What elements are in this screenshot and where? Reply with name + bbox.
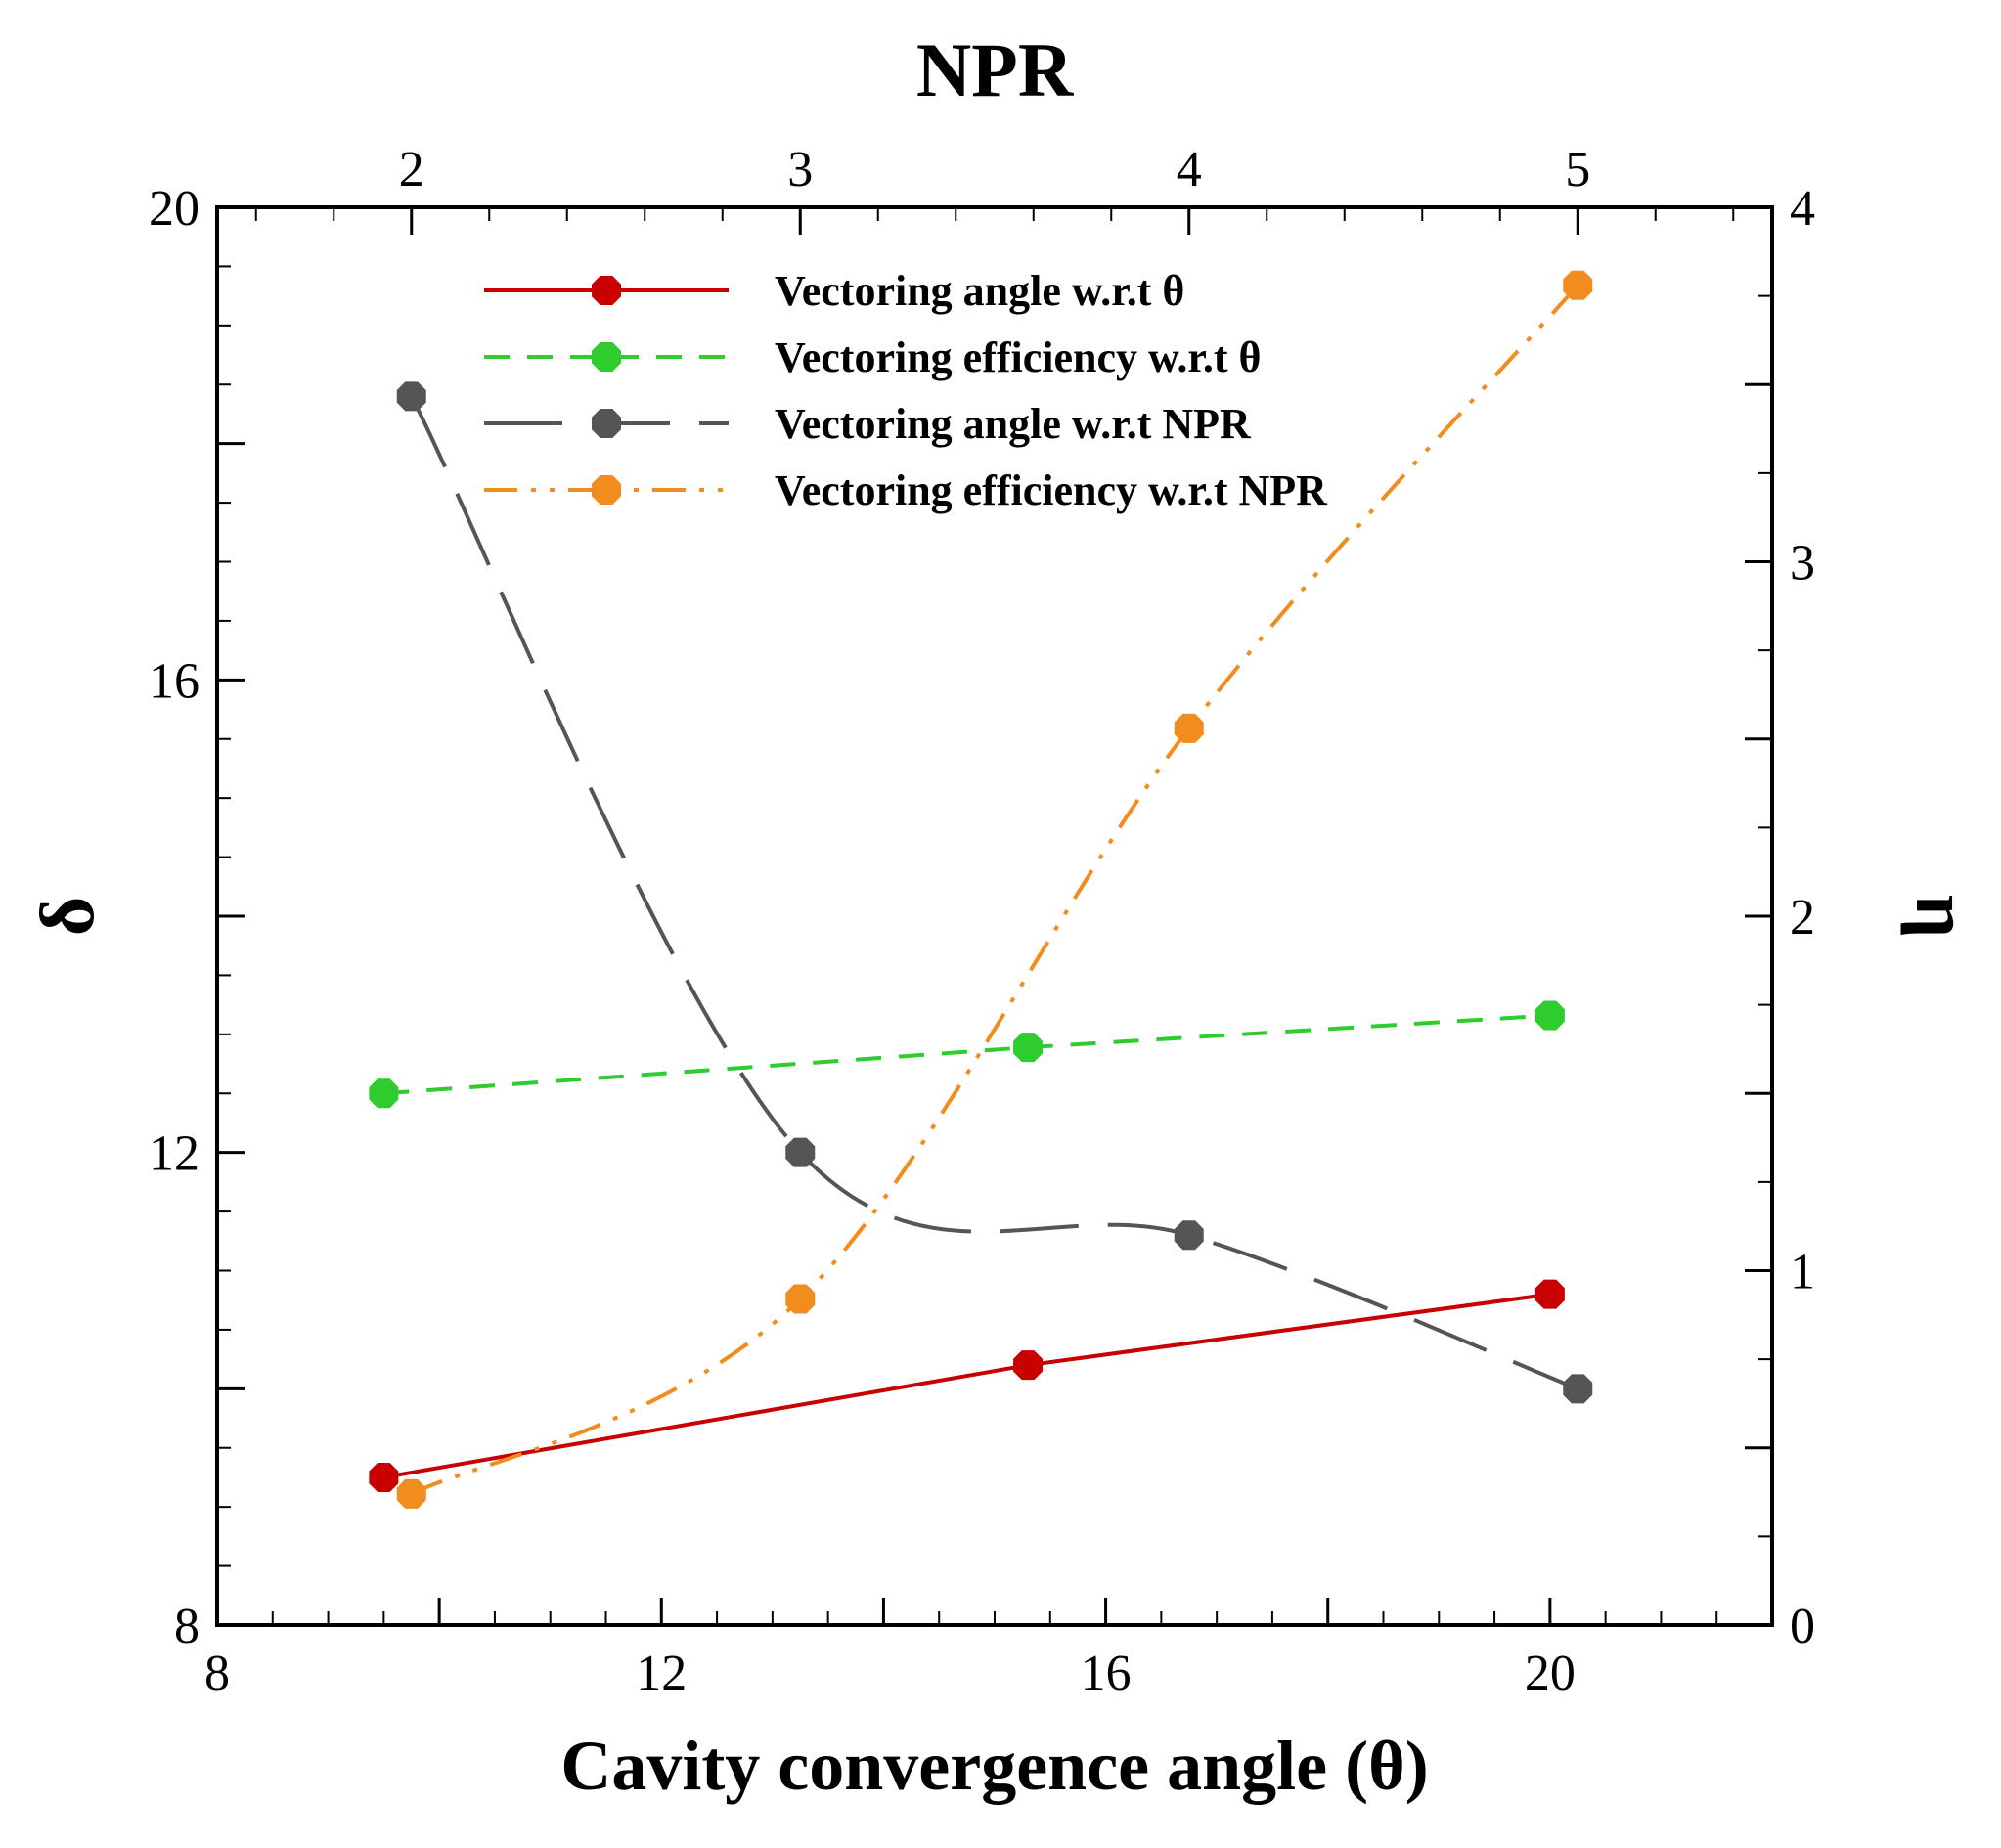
data-point-series-3 <box>396 381 426 412</box>
x-tick-label: 16 <box>1081 1646 1132 1701</box>
y-right-tick-label: 3 <box>1790 536 1815 592</box>
data-point-series-4 <box>1563 270 1593 300</box>
legend-label-1: Vectoring angle w.r.t θ <box>775 267 1184 315</box>
y-right-tick-label: 0 <box>1790 1599 1815 1654</box>
data-point-series-2 <box>1534 1000 1565 1031</box>
series-markers <box>369 270 1593 1509</box>
major-ticks <box>217 207 1772 1625</box>
legend-marker-2 <box>592 342 621 372</box>
data-point-series-3 <box>1563 1374 1593 1404</box>
data-point-series-1 <box>369 1462 399 1492</box>
y-right-tick-label: 1 <box>1790 1245 1815 1300</box>
data-point-series-4 <box>785 1284 816 1314</box>
data-point-series-3 <box>785 1137 816 1167</box>
legend-marker-1 <box>592 276 621 305</box>
x-tick-label: 12 <box>636 1646 687 1701</box>
legend-marker-3 <box>592 409 621 438</box>
x-tick-label: 20 <box>1525 1646 1576 1701</box>
x-top-tick-label: 4 <box>1177 142 1202 198</box>
y-right-tick-label: 4 <box>1790 181 1815 237</box>
y-right-tick-label: 2 <box>1790 890 1815 946</box>
y-left-tick-label: 8 <box>174 1599 200 1654</box>
plot-area <box>215 205 1774 1627</box>
data-point-series-3 <box>1174 1220 1204 1251</box>
legend-marker-4 <box>592 475 621 505</box>
right-y-axis-title: η <box>1900 895 1985 938</box>
legend-label-4: Vectoring efficiency w.r.t NPR <box>775 466 1328 514</box>
y-left-tick-label: 12 <box>149 1126 200 1182</box>
series-line-3 <box>409 395 1579 1391</box>
legend-label-2: Vectoring efficiency w.r.t θ <box>775 333 1261 381</box>
data-point-series-2 <box>1013 1033 1044 1063</box>
y-left-tick-label: 20 <box>149 181 200 237</box>
data-point-series-1 <box>1534 1279 1565 1309</box>
top-axis-title: NPR <box>916 27 1075 112</box>
y-left-tick-label: 16 <box>149 653 200 709</box>
legend-label-3: Vectoring angle w.r.t NPR <box>775 400 1252 448</box>
x-top-tick-label: 2 <box>399 142 424 198</box>
legend: Vectoring angle w.r.t θ Vectoring efficie… <box>484 267 1328 514</box>
x-axis-title: Cavity convergence angle (θ) <box>560 1727 1428 1805</box>
x-top-tick-label: 3 <box>787 142 813 198</box>
data-point-series-2 <box>369 1078 399 1109</box>
data-point-series-4 <box>1174 713 1204 743</box>
data-point-series-1 <box>1013 1350 1044 1381</box>
x-tick-label: 8 <box>204 1646 230 1701</box>
data-point-series-4 <box>396 1478 426 1509</box>
x-top-tick-label: 5 <box>1565 142 1590 198</box>
left-y-axis-title: δ <box>24 897 110 937</box>
